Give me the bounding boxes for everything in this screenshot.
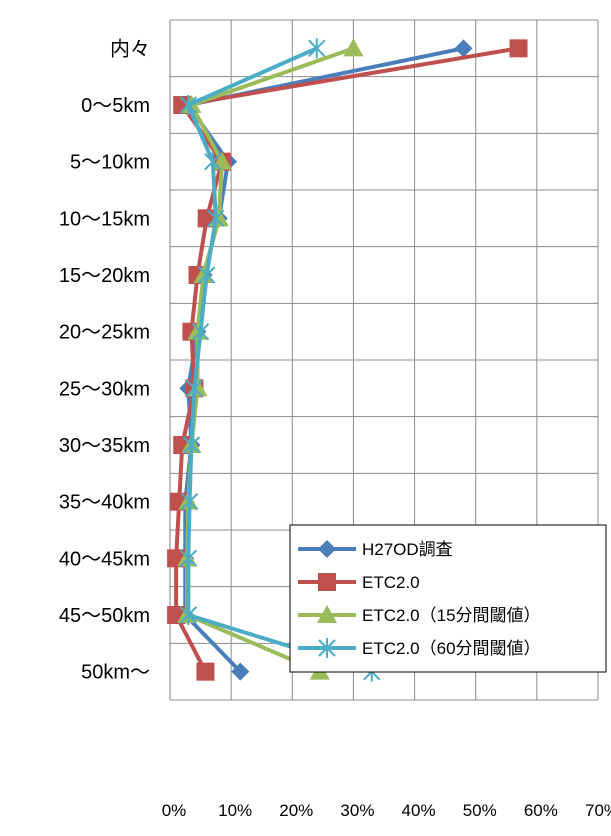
data-point	[179, 548, 198, 569]
category-label: 20〜25km	[59, 322, 150, 344]
x-tick-label: 0%	[162, 801, 187, 820]
category-label: 5〜10km	[70, 152, 150, 174]
legend-marker	[318, 540, 336, 558]
x-tick-label: 50%	[463, 801, 497, 820]
category-label: 0〜5km	[81, 95, 150, 117]
data-point	[204, 151, 222, 172]
data-point	[231, 662, 250, 681]
category-label: 50km〜	[81, 662, 150, 684]
data-point	[185, 378, 204, 399]
x-tick-label: 40%	[402, 801, 436, 820]
legend-label: H27OD調査	[362, 540, 453, 559]
data-point	[191, 321, 210, 342]
legend-marker	[317, 605, 337, 623]
data-point	[187, 321, 208, 340]
legend-label: ETC2.0（60分間閾値）	[362, 639, 541, 658]
data-point	[509, 39, 528, 58]
data-point	[308, 38, 326, 59]
x-tick-label: 10%	[218, 801, 252, 820]
category-label: 15〜20km	[59, 265, 150, 287]
data-point	[197, 265, 216, 285]
data-point	[182, 435, 201, 455]
legend-label: ETC2.0	[362, 573, 420, 592]
data-point	[180, 491, 199, 512]
x-tick-label: 70%	[585, 801, 611, 820]
legend-label: ETC2.0（15分間閾値）	[362, 606, 541, 625]
legend-marker	[318, 573, 336, 591]
category-label: 30〜35km	[59, 435, 150, 457]
category-label: 10〜15km	[59, 208, 150, 230]
data-point	[343, 38, 364, 57]
data-point	[454, 39, 473, 58]
category-label: 内々	[110, 37, 150, 60]
x-tick-label: 20%	[279, 801, 313, 820]
data-point	[196, 662, 215, 681]
category-label: 25〜30km	[59, 378, 150, 400]
x-tick-label: 30%	[340, 801, 374, 820]
data-point	[193, 265, 214, 283]
category-label: 45〜50km	[59, 605, 150, 627]
data-point	[207, 208, 225, 229]
data-point	[179, 605, 198, 625]
category-label: 35〜40km	[59, 492, 150, 514]
legend-marker	[318, 638, 336, 658]
category-label: 40〜45km	[59, 548, 150, 570]
series-group	[179, 38, 381, 682]
data-point	[179, 95, 198, 115]
x-tick-label: 60%	[524, 801, 558, 820]
